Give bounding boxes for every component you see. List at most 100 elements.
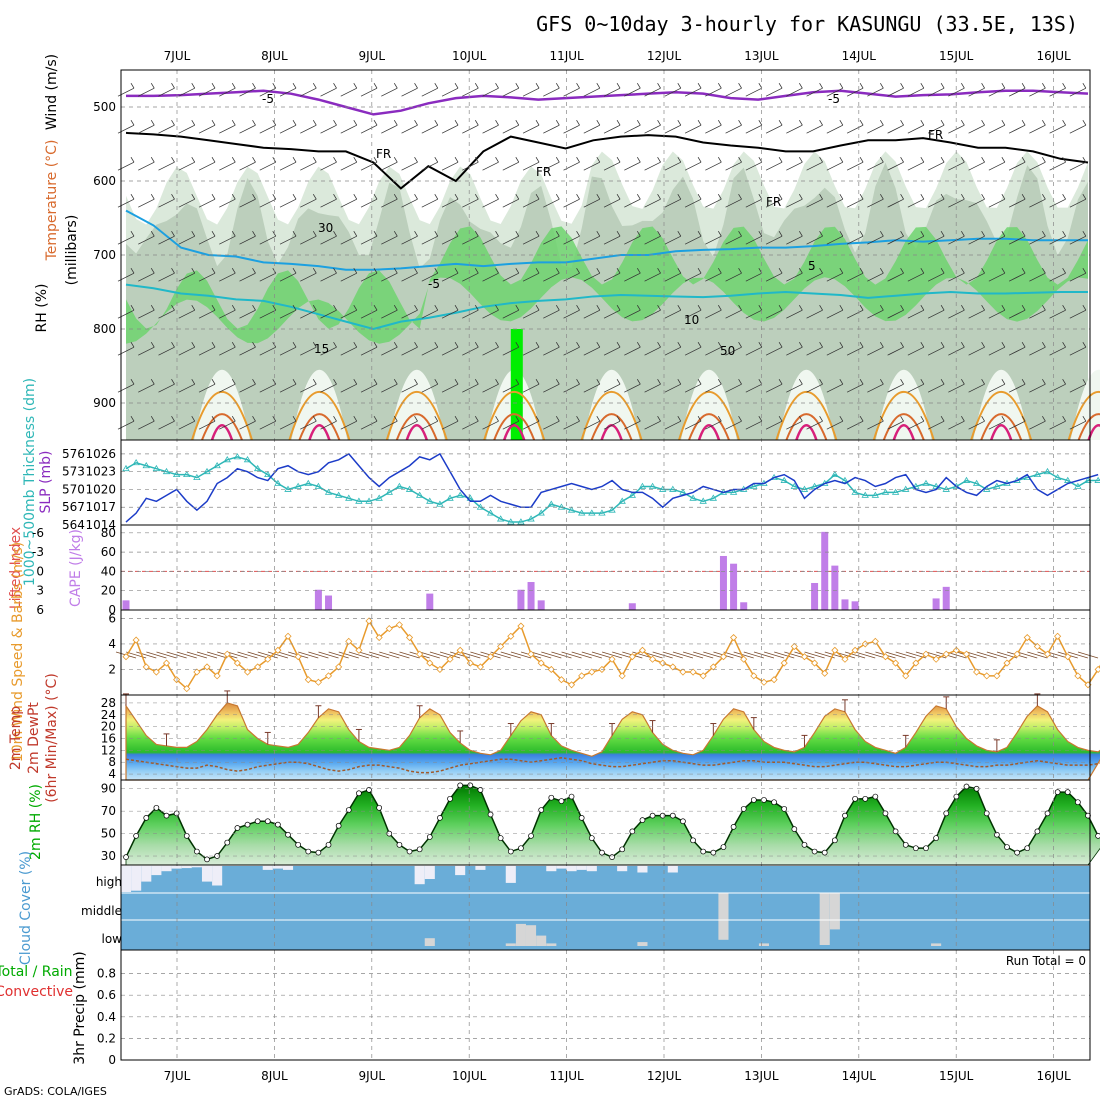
wind-barb — [765, 272, 783, 282]
wind-speed-point — [365, 617, 373, 625]
thickness-point — [304, 479, 312, 486]
wind-barb — [247, 651, 268, 659]
wind-barb — [563, 383, 580, 393]
wind-barb — [1021, 193, 1026, 200]
wind-barb — [1069, 198, 1087, 208]
wind-speed-point — [649, 655, 657, 663]
wind-barb — [369, 651, 390, 659]
rh-point — [811, 848, 818, 855]
wind-barb — [576, 341, 580, 348]
thickness-point — [1074, 482, 1082, 489]
wind-barb — [502, 272, 519, 282]
wind-barb — [717, 119, 722, 126]
wind-barb — [1062, 193, 1066, 200]
cape-bar — [628, 603, 636, 610]
wind-barb — [318, 651, 339, 659]
wind-barb — [353, 341, 358, 348]
wind-barb — [219, 309, 236, 319]
wind-barb — [717, 193, 722, 200]
wind-barb — [664, 235, 681, 245]
wind-barb — [826, 272, 844, 282]
wind-barb — [136, 651, 157, 659]
wind-barb — [340, 272, 357, 282]
wind-barb — [725, 87, 742, 97]
slp-line — [125, 452, 1099, 523]
wind-barb — [774, 651, 795, 659]
wind-speed-point — [527, 650, 535, 658]
rh-shade-band — [510, 329, 523, 440]
contour-label: FR — [928, 128, 943, 142]
wind-barb — [624, 235, 641, 245]
contour-20 — [395, 413, 438, 441]
wind-barb — [887, 161, 904, 171]
wind-barb — [1069, 161, 1087, 171]
wind-barb — [778, 415, 783, 422]
wind-barb — [340, 420, 357, 430]
wind-barb — [571, 651, 592, 659]
wind-barb — [381, 272, 398, 282]
wind-barb — [237, 651, 258, 659]
date-label-bottom: 7JUL — [164, 1069, 191, 1083]
wind-barb — [677, 304, 682, 311]
wind-barb — [259, 87, 276, 97]
cloud-high-bar — [212, 866, 223, 886]
wind-barb — [1029, 346, 1046, 356]
wind-barb — [576, 119, 580, 126]
wind-barb — [988, 272, 1006, 282]
wind-barb — [495, 267, 499, 274]
wind-barb — [454, 415, 459, 422]
wind-barb — [798, 341, 803, 348]
rh-point — [1004, 844, 1010, 850]
wind-barb — [158, 272, 175, 282]
wind-barb — [725, 346, 742, 356]
temp-tick: 16 — [101, 732, 116, 746]
wind-speed-point — [780, 659, 788, 667]
wind-barb — [907, 346, 925, 356]
wind-barb — [353, 119, 358, 126]
wind-speed-point — [689, 668, 697, 676]
wind-barb — [798, 119, 803, 126]
wind-barb — [360, 346, 378, 356]
precip-tick: 0 — [108, 1053, 116, 1067]
contour-20 — [785, 413, 828, 441]
wind-barb — [502, 124, 519, 134]
contour-15 — [872, 391, 935, 441]
wind-barb — [778, 304, 783, 311]
wind-barb — [211, 267, 216, 274]
wind-barb — [887, 309, 904, 319]
wind-barb — [543, 309, 560, 319]
wind-barb — [657, 156, 661, 163]
wind-barb — [765, 309, 783, 319]
wind-speed-point — [345, 637, 353, 645]
wind-barb — [907, 235, 925, 245]
rh2m-tick: 90 — [101, 782, 116, 796]
wind-barb — [677, 119, 682, 126]
rh-point — [477, 787, 484, 793]
cape-bar — [932, 598, 940, 610]
wind-speed-point — [537, 659, 545, 667]
wind-speed-point — [274, 646, 282, 654]
wind-barb — [320, 124, 337, 134]
cape-bar — [740, 602, 748, 610]
wind-barb — [441, 235, 459, 245]
wind-speed-point — [395, 621, 403, 629]
wind-barb — [522, 161, 540, 171]
wind-barb — [279, 124, 297, 134]
wind-barb — [150, 119, 155, 126]
rh-point — [416, 846, 423, 853]
rh-point — [183, 832, 190, 839]
wind-barb — [421, 272, 438, 282]
wind-barb — [786, 309, 803, 319]
thickness-point — [142, 461, 150, 469]
wind-barb — [603, 198, 621, 208]
wind-barb — [636, 156, 641, 163]
wind-barb — [1042, 230, 1046, 237]
wind-barb — [482, 161, 499, 171]
wind-barb — [644, 272, 661, 282]
wind-barb — [880, 415, 884, 422]
rh-point — [366, 787, 372, 793]
wind-barb — [920, 267, 925, 274]
thickness-point — [922, 479, 930, 486]
wind-barb — [441, 309, 459, 319]
wind-barb — [1049, 346, 1066, 356]
